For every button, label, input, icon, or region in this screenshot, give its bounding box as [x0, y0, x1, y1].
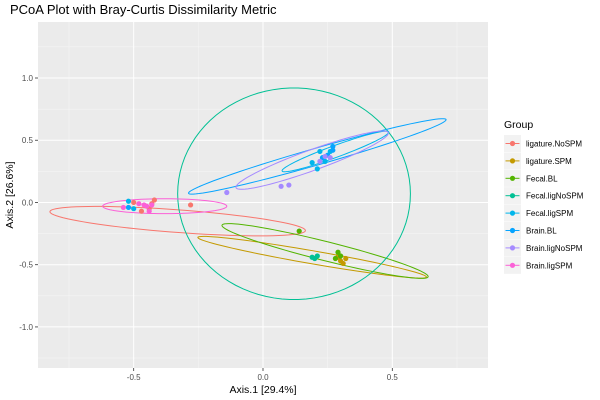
- point-Brain.BL: [330, 143, 336, 150]
- legend-item-Fecal.ligSPM: Fecal.ligSPM: [504, 204, 573, 222]
- legend-key-point: [509, 140, 516, 147]
- legend-label: ligature.SPM: [526, 157, 572, 166]
- ellipse-Fecal.BL: [221, 223, 429, 279]
- point-ligature.NoSPM: [131, 199, 137, 206]
- point-ligature.SPM: [340, 260, 346, 267]
- point-Brain.ligSPM: [144, 203, 150, 209]
- y-axis-ticks: -1.0 -0.5 0.0 0.5 1.0: [19, 74, 38, 332]
- legend-label: Brain.ligSPM: [526, 261, 573, 270]
- ellipse-Brain.BL: [187, 118, 447, 195]
- y-tick-label: -0.5: [19, 261, 33, 270]
- point-Brain.ligNoSPM: [224, 189, 230, 196]
- point-Fecal.ligNoSPM: [314, 253, 320, 259]
- x-axis-title: Axis.1 [29.4%]: [229, 384, 296, 396]
- legend-key-point: [509, 245, 516, 251]
- point-Fecal.ligSPM: [322, 158, 328, 164]
- legend-key-point: [509, 158, 516, 164]
- point-Fecal.ligSPM: [317, 148, 323, 155]
- legend-item-ligature.NoSPM: ligature.NoSPM: [504, 135, 582, 152]
- legend-key-point: [509, 262, 516, 268]
- point-Brain.BL: [330, 147, 336, 153]
- y-tick-label: 1.0: [22, 74, 34, 83]
- ellipse-Fecal.ligSPM: [281, 130, 390, 173]
- point-Fecal.BL: [296, 228, 302, 234]
- legend-item-Brain.BL: Brain.BL: [504, 222, 557, 239]
- points-layer: [120, 143, 349, 267]
- legend-key-point: [509, 227, 516, 234]
- point-Brain.ligSPM: [120, 204, 126, 211]
- point-Brain.ligSPM: [136, 201, 142, 207]
- x-axis-ticks: -0.5 0.0 0.5: [127, 368, 399, 382]
- point-Fecal.ligSPM: [131, 206, 137, 212]
- point-Brain.ligNoSPM: [286, 182, 292, 188]
- legend-key-point: [509, 210, 516, 216]
- legend-label: Brain.ligNoSPM: [526, 244, 583, 253]
- legend: Group ligature.NoSPM ligature.SPM Fecal.BL…: [504, 119, 584, 274]
- ellipse-Brain.ligNoSPM: [235, 130, 389, 190]
- point-Fecal.BL: [332, 255, 339, 262]
- point-Fecal.ligSPM: [314, 166, 320, 172]
- legend-key-point: [509, 175, 516, 181]
- ellipse-Fecal.ligNoSPM: [177, 87, 411, 300]
- legend-item-Brain.ligSPM: Brain.ligSPM: [504, 256, 573, 274]
- point-ligature.NoSPM: [187, 202, 194, 208]
- point-Fecal.BL: [337, 253, 344, 259]
- y-tick-label: 0.5: [22, 136, 34, 145]
- point-Fecal.ligSPM: [125, 198, 132, 204]
- point-Brain.ligNoSPM: [317, 158, 323, 164]
- legend-label: Fecal.BL: [526, 174, 558, 183]
- legend-label: ligature.NoSPM: [526, 140, 582, 149]
- ellipse-layer: [49, 87, 447, 300]
- point-Brain.ligNoSPM: [327, 155, 333, 161]
- point-Fecal.BL: [335, 249, 341, 255]
- x-tick-label: 0.5: [387, 373, 399, 382]
- point-Brain.ligNoSPM: [322, 153, 328, 160]
- legend-item-ligature.SPM: ligature.SPM: [504, 152, 572, 170]
- ellipse-ligature.NoSPM: [49, 205, 306, 237]
- x-tick-label: 0.0: [257, 373, 269, 382]
- legend-label: Brain.BL: [526, 227, 557, 236]
- legend-label: Fecal.ligNoSPM: [526, 192, 584, 201]
- point-Brain.ligSPM: [146, 208, 152, 214]
- y-tick-label: -1.0: [19, 323, 33, 332]
- legend-label: Fecal.ligSPM: [526, 209, 573, 218]
- legend-title: Group: [504, 119, 533, 131]
- point-Fecal.ligSPM: [309, 160, 315, 166]
- chart-title: PCoA Plot with Bray-Curtis Dissimilarity…: [10, 2, 277, 17]
- y-axis-title: Axis.2 [26.6%]: [4, 161, 16, 228]
- point-Brain.BL: [125, 204, 132, 211]
- legend-item-Fecal.BL: Fecal.BL: [504, 169, 558, 187]
- legend-item-Brain.ligNoSPM: Brain.ligNoSPM: [504, 239, 583, 257]
- legend-key-point: [509, 193, 516, 199]
- point-ligature.NoSPM: [151, 197, 157, 203]
- ellipse-ligature.SPM: [197, 235, 427, 279]
- point-ligature.NoSPM: [138, 208, 145, 214]
- point-Brain.ligNoSPM: [278, 183, 284, 189]
- point-ligature.SPM: [343, 255, 349, 262]
- y-tick-label: 0.0: [22, 198, 34, 207]
- legend-item-Fecal.ligNoSPM: Fecal.ligNoSPM: [504, 187, 584, 205]
- x-tick-label: -0.5: [127, 373, 141, 382]
- point-Brain.ligSPM: [149, 202, 155, 208]
- ellipse-Brain.ligSPM: [102, 198, 228, 215]
